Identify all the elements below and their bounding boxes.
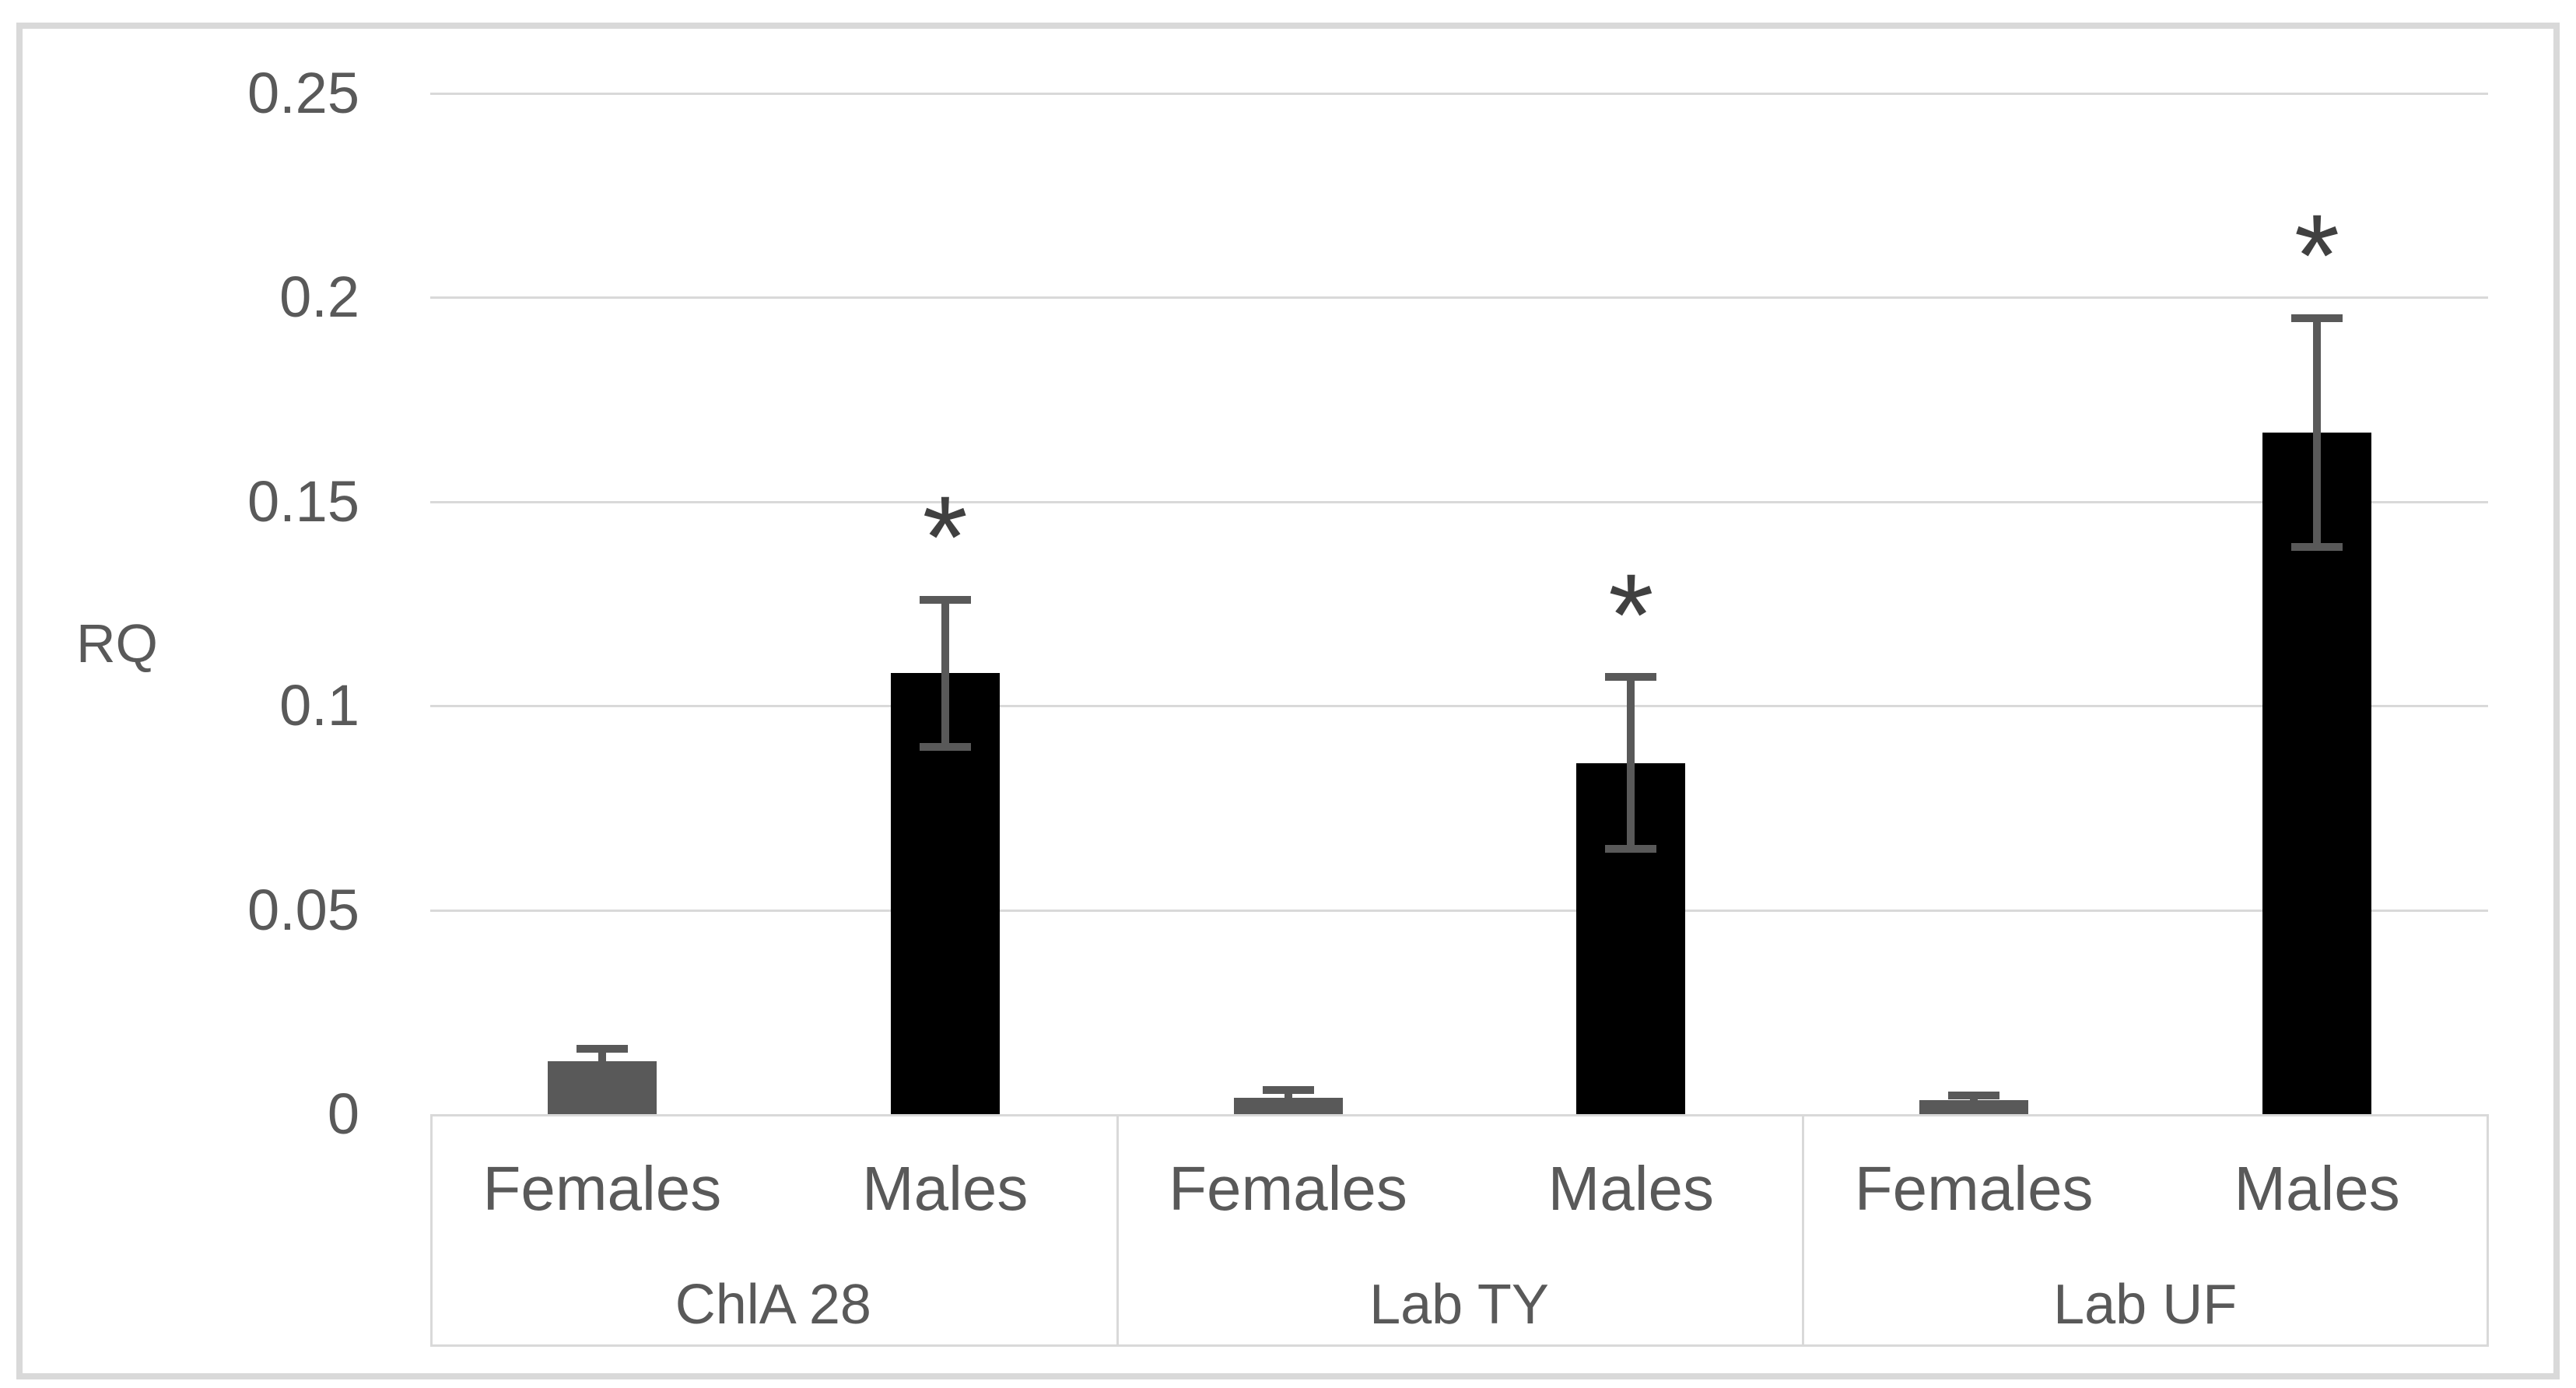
category-box-left: [430, 1114, 433, 1347]
error-bar-cap-top-females-lab-uf: [1948, 1092, 2000, 1100]
y-tick-label-0-1: 0.1: [279, 673, 359, 738]
category-divider: [1802, 1114, 1805, 1347]
error-bar-cap-top-males-chla-28: [919, 595, 971, 604]
error-bar-cap-top-females-lab-ty: [1262, 1085, 1314, 1094]
y-tick-label-0-15: 0.15: [247, 468, 359, 534]
series-label-females-chla-28: Females: [482, 1154, 722, 1223]
y-tick-label-0-25: 0.25: [247, 61, 359, 125]
series-label-males-lab-uf: Males: [2234, 1154, 2400, 1223]
error-bar-line-males-chla-28: [941, 599, 949, 747]
error-bar-cap-top-males-lab-ty: [1605, 673, 1657, 682]
significance-marker-chla-28: *: [922, 471, 968, 603]
error-bar-line-females-lab-ty: [1284, 1089, 1292, 1106]
y-tick-label-0: 0: [327, 1081, 359, 1146]
error-bar-line-males-lab-ty: [1627, 677, 1635, 849]
group-label-lab-ty: Lab TY: [1369, 1274, 1549, 1336]
significance-marker-lab-ty: *: [1608, 549, 1654, 680]
category-box-bottom: [430, 1344, 2488, 1347]
gridline: [430, 909, 2488, 912]
error-bar-cap-top-females-chla-28: [576, 1045, 628, 1053]
series-label-males-chla-28: Males: [861, 1154, 1029, 1223]
y-tick-label-0-05: 0.05: [247, 877, 359, 942]
chart-outer-frame: [16, 23, 2560, 1379]
y-tick-label-0-2: 0.2: [279, 265, 359, 330]
error-bar-cap-bottom-females-chla-28: [576, 1069, 628, 1078]
gridline: [430, 705, 2488, 708]
gridline: [430, 296, 2488, 300]
error-bar-cap-bottom-males-chla-28: [919, 742, 971, 751]
series-label-females-lab-ty: Females: [1169, 1154, 1407, 1223]
error-bar-line-females-lab-uf: [1970, 1095, 1978, 1104]
series-label-males-lab-ty: Males: [1547, 1154, 1715, 1223]
error-bar-cap-bottom-males-lab-uf: [2291, 542, 2343, 551]
category-divider: [1116, 1114, 1119, 1347]
gridline: [430, 500, 2488, 503]
y-axis-title: RQ: [76, 613, 158, 674]
error-bar-line-females-chla-28: [598, 1049, 606, 1074]
gridline: [430, 93, 2488, 95]
error-bar-cap-bottom-females-lab-uf: [1948, 1099, 2000, 1108]
group-label-lab-uf: Lab UF: [2053, 1274, 2238, 1336]
error-bar-line-males-lab-uf: [2313, 317, 2322, 547]
significance-marker-lab-uf: *: [2294, 190, 2340, 321]
error-bar-cap-top-males-lab-uf: [2291, 314, 2343, 322]
group-label-chla-28: ChlA 28: [675, 1274, 871, 1336]
series-label-females-lab-uf: Females: [1854, 1154, 2094, 1223]
error-bar-cap-bottom-females-lab-ty: [1262, 1102, 1314, 1110]
category-box-right: [2487, 1114, 2489, 1347]
x-axis-line: [430, 1114, 2488, 1116]
error-bar-cap-bottom-males-lab-ty: [1605, 844, 1657, 853]
